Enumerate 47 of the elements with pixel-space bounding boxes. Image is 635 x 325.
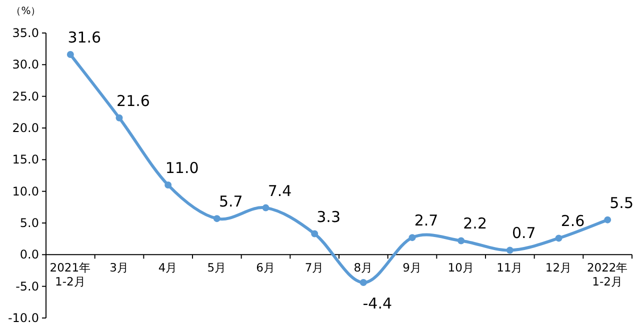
data-label: 0.7 (512, 224, 536, 242)
data-label: 2.6 (560, 212, 585, 230)
y-tick-label: 15.0 (12, 152, 39, 167)
x-tick-label: 5月 (207, 260, 227, 275)
y-tick-label: 30.0 (12, 58, 39, 72)
x-tick-label: 7月 (304, 260, 324, 275)
x-tick-label: 8月 (354, 260, 374, 275)
data-label: 3.3 (316, 208, 341, 226)
data-label: 5.5 (610, 194, 634, 212)
point (311, 230, 318, 238)
point (66, 51, 74, 58)
point (458, 237, 465, 244)
point (116, 114, 123, 122)
y-tick-label: -5.0 (16, 279, 39, 294)
data-label: 31.6 (68, 28, 102, 47)
point (408, 234, 416, 242)
data-label: 5.7 (218, 192, 243, 211)
x-tick-label: 6月 (256, 260, 276, 275)
x-tick-label: 4月 (158, 260, 178, 275)
point (555, 234, 562, 242)
point (506, 246, 514, 254)
x-tick-label: 10月 (448, 260, 474, 275)
y-tick-label: 20.0 (12, 121, 39, 135)
y-tick-label: 5.0 (20, 216, 39, 230)
point (604, 216, 612, 224)
data-label: 11.0 (165, 159, 199, 177)
x-tick-label: 9月 (402, 260, 422, 275)
data-label: 21.6 (116, 92, 150, 110)
y-tick-label: 0.0 (20, 248, 39, 262)
point (213, 215, 220, 222)
x-tick-label: 3月 (110, 260, 129, 275)
point (262, 204, 270, 212)
x-tick-label: 12月 (545, 260, 572, 275)
y-tick-label: -10.0 (8, 311, 39, 325)
data-label: 2.7 (414, 212, 438, 230)
y-tick-label: 35.0 (12, 26, 39, 40)
point (164, 182, 172, 188)
y-tick-label: 10.0 (12, 184, 39, 198)
x-tick-label: 2022年 1-2月 (586, 260, 628, 289)
y-tick-label: 25.0 (12, 89, 39, 104)
x-tick-label: 11月 (496, 260, 524, 275)
data-label: -4.4 (362, 294, 392, 313)
x-tick-label: 2021年 1-2月 (50, 260, 92, 289)
y-axis-title: （%） (11, 6, 41, 17)
point (360, 279, 367, 286)
data-label: 7.4 (268, 182, 292, 200)
data-label: 2.2 (463, 214, 488, 233)
